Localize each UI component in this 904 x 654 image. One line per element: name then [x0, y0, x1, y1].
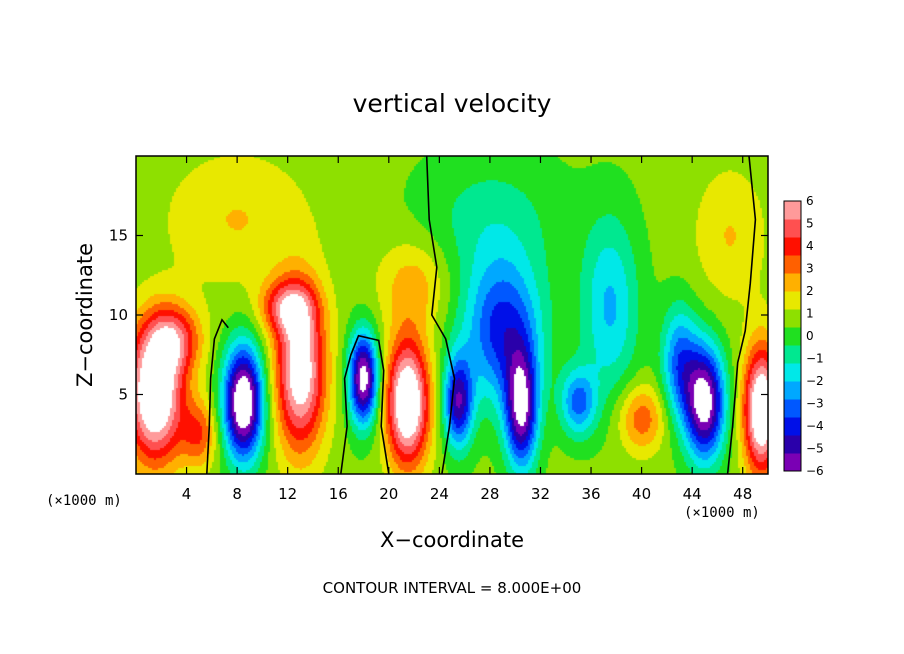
colorbar-tick-label: 2	[806, 284, 814, 298]
colorbar-tick-label: −2	[806, 374, 824, 388]
y-axis-label: Z−coordinate	[73, 243, 97, 387]
colorbar-frame	[783, 200, 802, 472]
x-tick-label: 48	[733, 485, 752, 503]
colorbar-tick-label: 1	[806, 307, 814, 321]
colorbar-swatch	[784, 345, 801, 364]
zero-contour-line	[340, 334, 390, 475]
colorbar-tick-label: 6	[806, 194, 814, 208]
chart-title: vertical velocity	[353, 89, 552, 118]
x-unit-label-left: (×1000 m)	[46, 493, 122, 509]
colorbar-tick-label: −3	[806, 397, 824, 411]
y-tick-label: 5	[118, 386, 128, 404]
colorbar-swatch	[784, 309, 801, 328]
colorbar-swatch	[784, 399, 801, 418]
x-unit-label-right: (×1000 m)	[684, 505, 760, 521]
zero-contour-line	[425, 155, 456, 475]
colorbar-tick-label: −6	[806, 464, 824, 478]
colorbar-tick-label: 0	[806, 329, 814, 343]
colorbar-swatch	[784, 201, 801, 220]
plot-area	[135, 155, 769, 475]
x-tick-label: 8	[232, 485, 242, 503]
x-tick-label: 28	[480, 485, 499, 503]
colorbar-swatch	[784, 291, 801, 310]
x-tick-label: 24	[430, 485, 449, 503]
x-tick-label: 44	[683, 485, 702, 503]
colorbar-tick-label: −5	[806, 442, 824, 456]
colorbar-swatch	[784, 435, 801, 454]
x-tick-label: 40	[632, 485, 651, 503]
contour-interval-note: CONTOUR INTERVAL = 8.000E+00	[323, 579, 582, 597]
x-tick-label: 4	[182, 485, 192, 503]
colorbar-tick-label: −1	[806, 352, 824, 366]
x-tick-label: 20	[379, 485, 398, 503]
zero-contour-line	[206, 318, 229, 475]
colorbar-swatch	[784, 453, 801, 472]
y-tick-label: 15	[109, 227, 128, 245]
colorbar-tick-label: −4	[806, 419, 824, 433]
x-axis-label: X−coordinate	[380, 528, 524, 552]
x-tick-label: 32	[531, 485, 550, 503]
colorbar-swatch	[784, 219, 801, 238]
zero-contour-line	[726, 155, 757, 475]
colorbar-swatch	[784, 417, 801, 436]
x-tick-label: 12	[278, 485, 297, 503]
colorbar-swatch	[784, 363, 801, 382]
heatmap-field	[136, 156, 768, 474]
colorbar-tick-label: 5	[806, 217, 814, 231]
colorbar-swatch	[784, 255, 801, 274]
x-axis-ticks: 4 8 12 16 20 24 28 32 36 40 44 48	[182, 156, 752, 503]
colorbar-swatch	[784, 381, 801, 400]
colorbar-tick-label: 3	[806, 262, 814, 276]
x-tick-label: 16	[329, 485, 348, 503]
y-axis-ticks: 5 10 15	[109, 227, 768, 404]
colorbar-tick-label: 4	[806, 239, 814, 253]
colorbar: 6 5 4 3 2 1 0 −1 −2 −3 −4 −5 −6	[783, 194, 824, 478]
x-tick-label: 36	[581, 485, 600, 503]
colorbar-swatch	[784, 327, 801, 346]
colorbar-swatch	[784, 273, 801, 292]
y-tick-label: 10	[109, 306, 128, 324]
colorbar-swatch	[784, 237, 801, 256]
